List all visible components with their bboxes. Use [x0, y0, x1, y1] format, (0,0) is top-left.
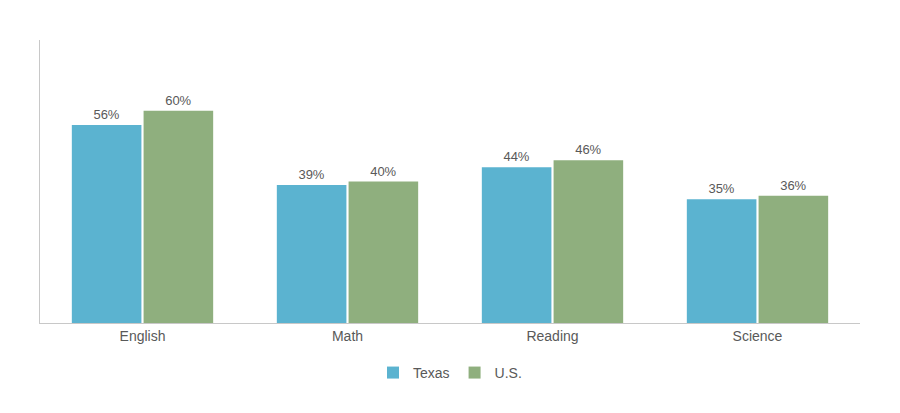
- svg-text:Texas: Texas: [413, 365, 450, 381]
- svg-text:Math: Math: [332, 328, 363, 344]
- svg-text:56%: 56%: [93, 107, 119, 122]
- svg-text:36%: 36%: [780, 178, 806, 193]
- svg-text:60%: 60%: [165, 93, 191, 108]
- svg-text:44%: 44%: [503, 149, 529, 164]
- svg-text:Reading: Reading: [526, 328, 578, 344]
- svg-text:U.S.: U.S.: [495, 365, 522, 381]
- svg-text:English: English: [120, 328, 166, 344]
- svg-text:Science: Science: [733, 328, 783, 344]
- svg-text:35%: 35%: [708, 181, 734, 196]
- svg-text:39%: 39%: [298, 167, 324, 182]
- svg-text:40%: 40%: [370, 164, 396, 179]
- svg-text:46%: 46%: [575, 142, 601, 157]
